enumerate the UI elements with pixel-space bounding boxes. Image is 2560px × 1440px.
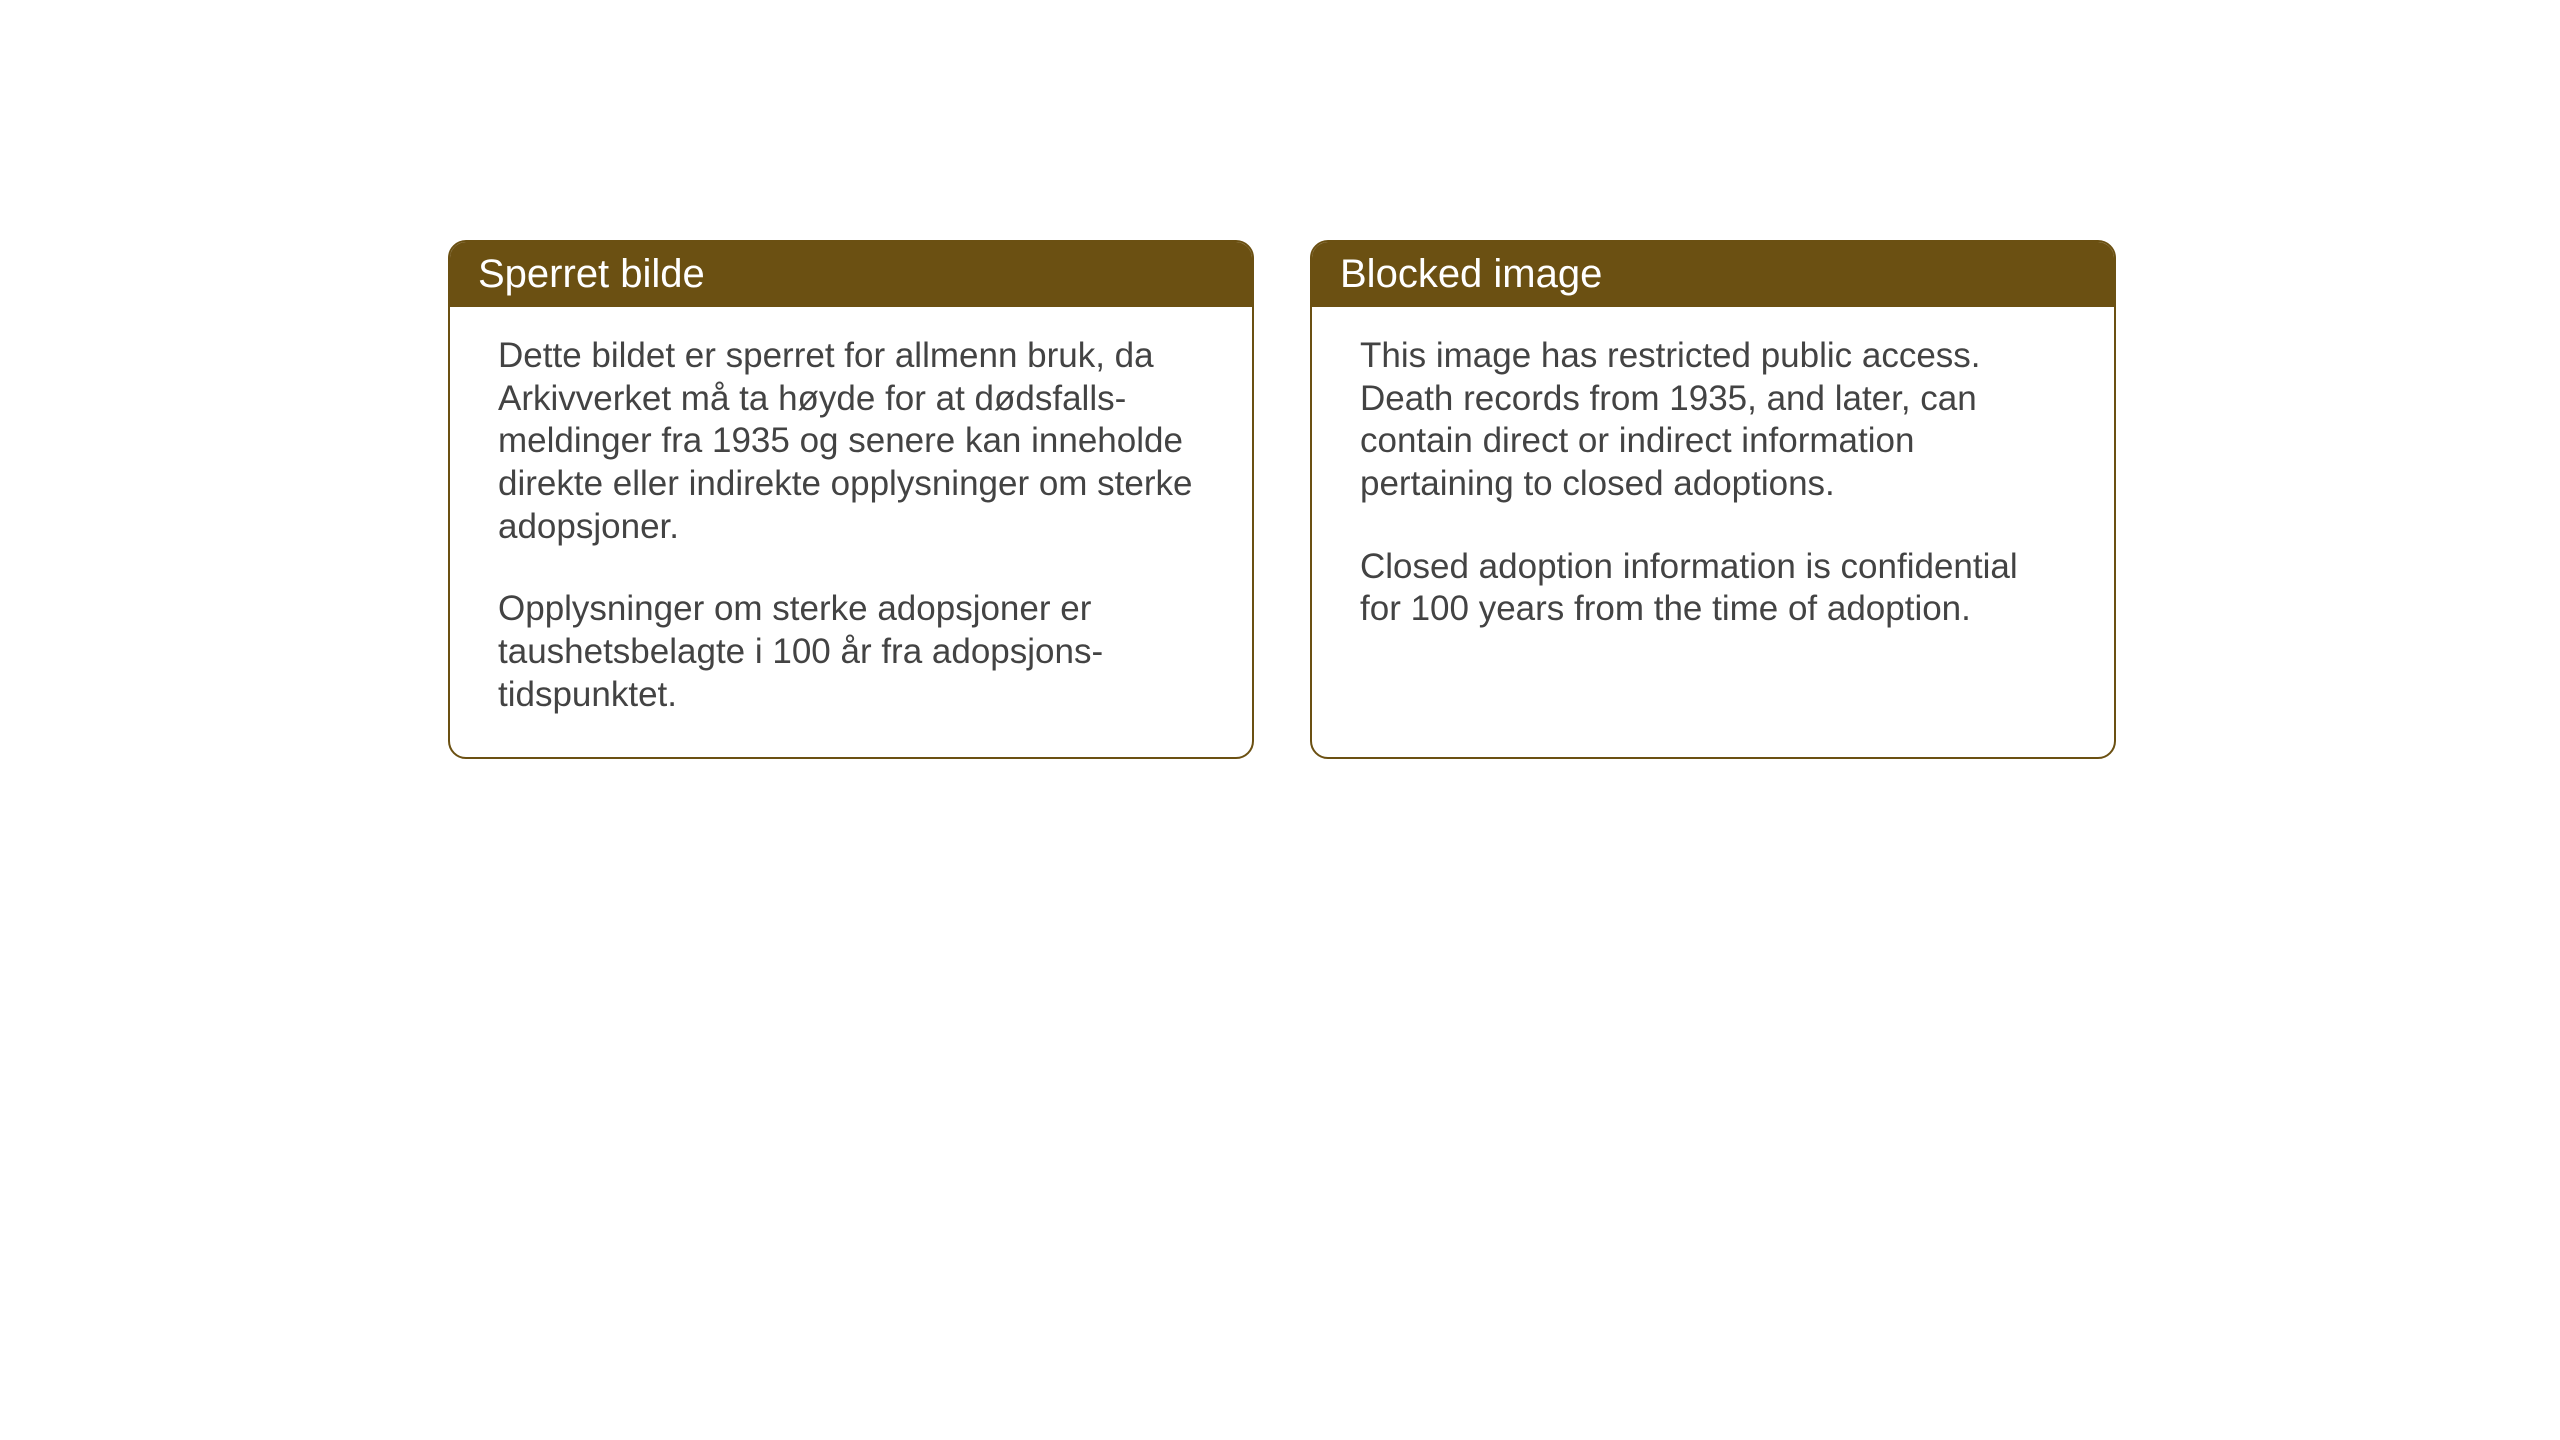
card-body-english: This image has restricted public access.… — [1312, 307, 2114, 671]
card-paragraph1-norwegian: Dette bildet er sperret for allmenn bruk… — [498, 335, 1204, 548]
card-paragraph1-english: This image has restricted public access.… — [1360, 335, 2066, 506]
card-paragraph2-english: Closed adoption information is confident… — [1360, 546, 2066, 631]
notice-container: Sperret bilde Dette bildet er sperret fo… — [448, 240, 2116, 759]
card-header-norwegian: Sperret bilde — [450, 242, 1252, 307]
notice-card-english: Blocked image This image has restricted … — [1310, 240, 2116, 759]
card-paragraph2-norwegian: Opplysninger om sterke adopsjoner er tau… — [498, 588, 1204, 716]
card-title-english: Blocked image — [1340, 252, 1602, 296]
card-header-english: Blocked image — [1312, 242, 2114, 307]
notice-card-norwegian: Sperret bilde Dette bildet er sperret fo… — [448, 240, 1254, 759]
card-body-norwegian: Dette bildet er sperret for allmenn bruk… — [450, 307, 1252, 757]
card-title-norwegian: Sperret bilde — [478, 252, 705, 296]
